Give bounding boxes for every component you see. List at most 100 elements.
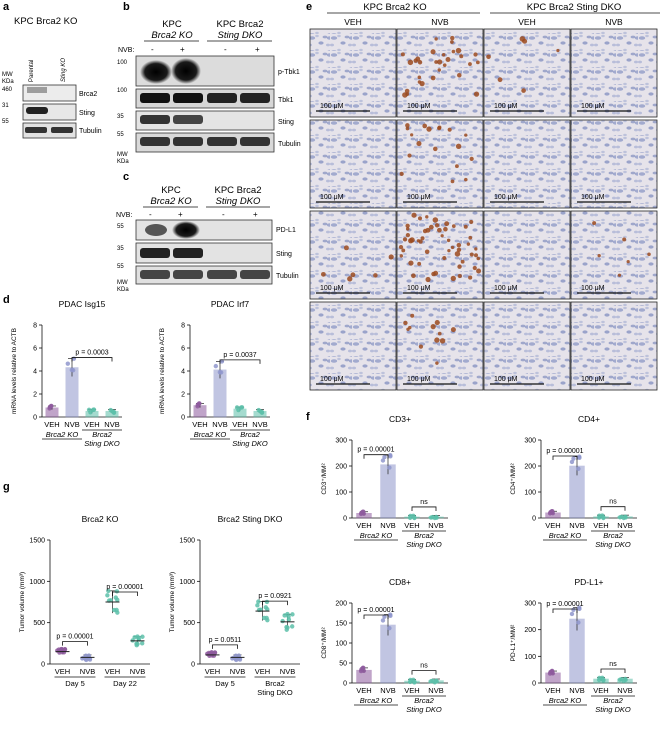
band-label-pdl1: PD-L1: [276, 227, 296, 234]
y-tick-label: 300: [524, 438, 536, 445]
data-point: [619, 514, 624, 520]
data-point: [65, 361, 71, 366]
data-point: [261, 615, 267, 621]
band-label-tbk1: Tbk1: [278, 97, 294, 104]
ihc-stain-dot: [410, 133, 414, 137]
ihc-stain-dot: [521, 88, 526, 93]
ihc-stain-dot: [405, 123, 410, 128]
ihc-stain-dot: [456, 247, 462, 253]
ihc-stain-dot: [450, 40, 454, 44]
x-group-dko-1: Brca2: [414, 531, 434, 540]
chart-pdac-irf7: PDAC Irf7 0 2 4 6 8 mRNA levels relative to AC…: [159, 299, 270, 448]
ihc-stain-dot: [450, 327, 456, 333]
y-tick-label: 100: [524, 654, 536, 661]
significance-bracket: [112, 591, 138, 596]
data-point: [108, 598, 113, 603]
e-col-nvb-1: NVB: [431, 17, 449, 27]
chart-title: PDAC Irf7: [211, 299, 250, 309]
panel-e-ihc-grid: KPC Brca2 KO KPC Brca2 Sting DKO VEH NVB…: [308, 2, 660, 391]
data-point: [111, 607, 117, 613]
ihc-stain-dot: [399, 254, 404, 258]
c-group-2-line2: Sting DKO: [216, 196, 261, 207]
significance-bracket: [411, 506, 437, 511]
ihc-stain-dot: [626, 260, 630, 264]
chart-title: Brca2 KO: [82, 514, 119, 524]
ihc-stain-dot: [416, 239, 421, 243]
data-point: [290, 612, 295, 617]
y-tick-label: 0: [41, 662, 45, 669]
ihc-stain-dot: [468, 62, 472, 66]
data-point: [218, 370, 224, 375]
ihc-stain-dot: [430, 324, 436, 330]
y-axis-label: mRNA levels relative to ACTB: [11, 328, 18, 414]
ihc-stain-dot: [403, 320, 408, 326]
ihc-stain-dot: [434, 337, 440, 343]
data-point: [577, 606, 582, 612]
data-point: [597, 675, 602, 681]
data-point: [206, 650, 212, 656]
mw-460: 460: [2, 87, 13, 93]
chart-title: PD-L1+: [574, 577, 603, 587]
ihc-stain-dot: [469, 219, 474, 225]
data-point: [569, 459, 575, 465]
ihc-stain-dot: [426, 126, 432, 132]
mw-100a: 100: [117, 60, 128, 66]
ihc-stain-dot: [343, 245, 349, 251]
data-point: [619, 676, 624, 682]
y-tick-label: 200: [335, 601, 347, 608]
c-mw-35: 35: [117, 246, 124, 252]
ihc-stain-dot: [431, 271, 436, 277]
ihc-stain-dot: [409, 237, 415, 243]
ihc-stain-dot: [476, 268, 482, 274]
data-point: [597, 513, 602, 518]
scale-bar-label: 100 μM: [494, 376, 518, 383]
x-tick-label: NVB: [252, 420, 267, 429]
data-point: [70, 368, 76, 373]
c-mw-55b: 55: [117, 264, 124, 270]
x-group-ko: Brca2 KO: [360, 696, 393, 705]
x-tick-label: VEH: [404, 686, 419, 695]
ihc-stain-dot: [472, 265, 477, 271]
ihc-stain-dot: [556, 48, 560, 53]
blot-tbk1: [135, 88, 275, 109]
x-tick-label: NVB: [380, 521, 395, 530]
data-point: [361, 511, 367, 516]
significance-label: ns: [420, 499, 428, 506]
data-point: [361, 668, 367, 674]
x-group-dko-2: Sting DKO: [84, 439, 120, 448]
ihc-stain-dot: [475, 60, 480, 65]
x-tick-label: NVB: [617, 686, 632, 695]
chart-pdac-isg15: PDAC Isg15 0 2 4 6 8 mRNA levels relative to A…: [11, 299, 122, 448]
mw-label-line1: MW: [2, 72, 13, 78]
band-label-brca2: Brca2: [79, 91, 97, 98]
c-mw-label-1: MW: [117, 280, 128, 286]
x-group-dko-1: Brca2: [603, 696, 623, 705]
ihc-stain-dot: [434, 60, 439, 64]
y-tick-label: 8: [181, 323, 185, 330]
group-label-2-line1: KPC Brca2: [217, 19, 264, 30]
ihc-stain-dot: [416, 140, 422, 147]
y-tick-label: 4: [181, 369, 185, 376]
data-point: [140, 634, 145, 639]
y-tick-label: 500: [183, 620, 195, 627]
panel-letter-a: a: [3, 1, 10, 13]
ihc-stain-dot: [437, 227, 442, 233]
data-point: [219, 359, 225, 364]
ihc-stain-dot: [450, 245, 455, 250]
significance-bracket: [262, 600, 288, 606]
ihc-stain-dot: [435, 361, 439, 365]
chart-title: CD3+: [389, 414, 411, 424]
data-point: [255, 603, 260, 608]
x-tick-label: VEH: [105, 667, 120, 676]
ihc-stain-dot: [466, 242, 471, 246]
band-label-ptbk1: p-Tbk1: [278, 69, 300, 76]
band-label-tubulin: Tubulin: [79, 128, 102, 135]
x-tick-label: NVB: [104, 420, 119, 429]
ihc-stain-dot: [457, 264, 462, 269]
panel-a-title: KPC Brca2 KO: [14, 16, 77, 27]
significance-label: p = 0.00001: [357, 607, 394, 614]
significance-label: p = 0.00001: [546, 601, 583, 608]
significance-label: p = 0.0921: [258, 593, 291, 600]
x-tick-label: NVB: [230, 667, 245, 676]
c-mw-55: 55: [117, 224, 124, 230]
